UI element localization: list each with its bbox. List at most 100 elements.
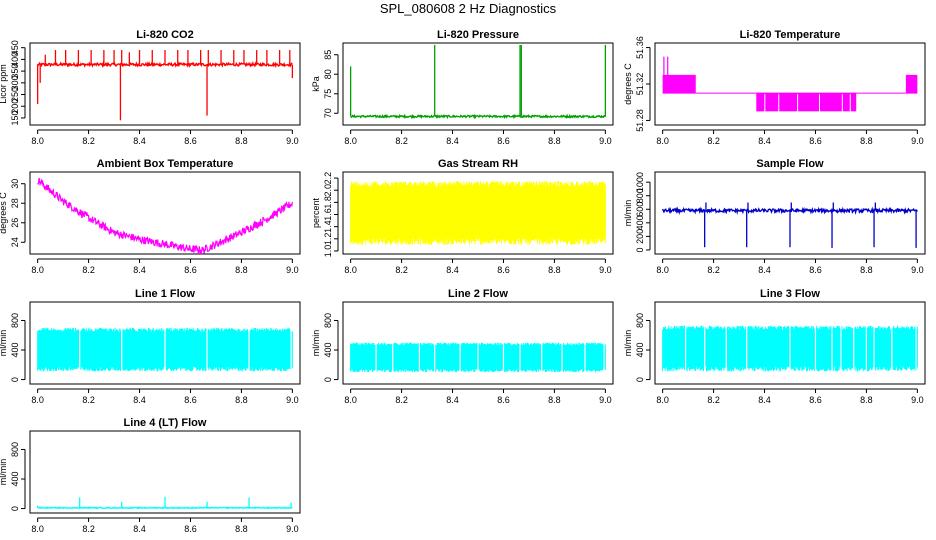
x-tick-label: 8.8 — [235, 524, 248, 534]
x-tick-label: 8.4 — [446, 395, 459, 405]
x-tick-label: 8.4 — [133, 524, 146, 534]
panel-title-pressure: Li-820 Pressure — [437, 29, 519, 41]
figure-title: SPL_080608 2 Hz Diagnostics — [380, 1, 557, 16]
panel-line3: Line 3 Flow 8.0 8.2 8.4 8.6 8.8 9.0 0 400 800ml/m… — [623, 288, 926, 405]
x-tick-label: 9.0 — [599, 395, 612, 405]
panel-line4: Line 4 (LT) Flow 8.0 8.2 8.4 8.6 8.8 9.0 0 400 80… — [0, 417, 301, 534]
y-tick-label: 800 — [635, 188, 645, 203]
y-axis-label-sampleflow: ml/min — [623, 200, 633, 227]
y-tick-label: 800 — [10, 442, 20, 457]
plot-frame-co2 — [29, 42, 301, 126]
y-tick-label: 0 — [10, 506, 20, 511]
data-line — [37, 177, 293, 256]
y-tick-label: 51.32 — [635, 73, 645, 96]
x-tick-label: 8.8 — [860, 136, 873, 146]
y-axis-label-pressure: kPa — [311, 76, 321, 92]
x-tick-label: 8.4 — [758, 136, 771, 146]
data-high-band — [905, 74, 918, 94]
x-tick-label: 9.0 — [286, 395, 299, 405]
x-tick-label: 8.2 — [82, 524, 95, 534]
x-tick-label: 8.2 — [707, 265, 720, 275]
series-line2 — [350, 342, 606, 373]
x-tick-label: 9.0 — [911, 265, 924, 275]
panel-pressure: Li-820 Pressure 8.0 8.2 8.4 8.6 8.8 9.0 70 75 80 8… — [311, 29, 614, 146]
series-line4 — [36, 496, 293, 510]
plot-frame-ambient — [29, 171, 301, 255]
y-tick-label: 350 — [10, 64, 20, 79]
x-tick-label: 8.0 — [31, 265, 44, 275]
y-tick-label: 800 — [635, 313, 645, 328]
x-tick-label: 8.6 — [809, 265, 822, 275]
y-tick-label: 300 — [10, 75, 20, 90]
x-tick-label: 8.0 — [344, 395, 357, 405]
y-tick-label: 0 — [10, 377, 20, 382]
panel-li820temp: Li-820 Temperature 8.0 8.2 8.4 8.6 8.8 9.0 51.2… — [623, 29, 926, 146]
y-tick-label: 1.8 — [323, 196, 333, 209]
x-tick-label: 8.6 — [184, 265, 197, 275]
y-tick-label: 80 — [323, 69, 333, 79]
y-tick-label: 400 — [635, 343, 645, 358]
x-tick-label: 8.6 — [184, 524, 197, 534]
plot-frame-rh — [342, 171, 614, 255]
data-line — [350, 113, 606, 120]
data-band — [350, 342, 606, 373]
x-tick-label: 8.4 — [446, 265, 459, 275]
y-tick-label: 2.0 — [323, 184, 333, 197]
plot-frame-li820temp — [654, 42, 926, 126]
x-tick-label: 9.0 — [599, 136, 612, 146]
x-tick-label: 8.2 — [395, 395, 408, 405]
plot-frame-line1 — [29, 301, 301, 385]
y-axis-label-line2: ml/min — [311, 330, 321, 357]
panel-ambient: Ambient Box Temperature 8.0 8.2 8.4 8.6 8.8 9.… — [0, 158, 301, 275]
x-tick-label: 9.0 — [286, 265, 299, 275]
x-tick-label: 8.4 — [133, 265, 146, 275]
y-tick-label: 1.6 — [323, 208, 333, 221]
y-tick-label: 0 — [323, 377, 333, 382]
plot-frame-line3 — [654, 301, 926, 385]
x-tick-label: 8.2 — [707, 136, 720, 146]
y-tick-label: 0 — [635, 377, 645, 382]
panel-sampleflow: Sample Flow 8.0 8.2 8.4 8.6 8.8 9.0 0 2004006008… — [623, 158, 926, 275]
y-tick-label: 70 — [323, 108, 333, 118]
y-tick-label: 75 — [323, 89, 333, 99]
x-tick-label: 8.0 — [31, 136, 44, 146]
series-co2 — [36, 50, 294, 121]
data-low-band — [756, 93, 857, 112]
series-ambient — [37, 177, 293, 256]
y-tick-label: 1.2 — [323, 233, 333, 246]
y-tick-label: 30 — [10, 179, 20, 189]
data-band — [662, 325, 918, 372]
plot-frame-sampleflow — [654, 171, 926, 255]
panel-title-sampleflow: Sample Flow — [756, 158, 824, 170]
x-tick-label: 8.6 — [497, 265, 510, 275]
x-tick-label: 8.8 — [235, 136, 248, 146]
x-tick-label: 8.0 — [656, 136, 669, 146]
y-tick-label: 150 — [10, 110, 20, 125]
panel-title-ambient: Ambient Box Temperature — [97, 158, 234, 170]
panel-title-co2: Li-820 CO2 — [136, 29, 193, 41]
x-tick-label: 8.8 — [548, 395, 561, 405]
y-tick-label: 1.0 — [323, 245, 333, 258]
x-tick-label: 8.8 — [548, 136, 561, 146]
y-tick-label: 400 — [323, 343, 333, 358]
x-tick-label: 8.6 — [809, 136, 822, 146]
y-tick-label: 200 — [10, 99, 20, 114]
y-tick-label: 2.2 — [323, 172, 333, 185]
y-tick-label: 450 — [10, 40, 20, 55]
series-rh — [350, 181, 606, 245]
series-line1 — [37, 327, 293, 372]
y-axis-label-line4: ml/min — [0, 459, 8, 486]
x-tick-label: 8.6 — [809, 395, 822, 405]
panel-title-line2: Line 2 Flow — [448, 288, 508, 300]
x-tick-label: 9.0 — [911, 136, 924, 146]
x-tick-label: 8.0 — [31, 395, 44, 405]
panel-title-line4: Line 4 (LT) Flow — [124, 417, 207, 429]
x-tick-label: 8.0 — [31, 524, 44, 534]
panel-title-line1: Line 1 Flow — [135, 288, 195, 300]
x-tick-label: 8.6 — [184, 395, 197, 405]
y-tick-label: 0 — [635, 247, 645, 252]
x-tick-label: 8.4 — [133, 395, 146, 405]
y-tick-label: 800 — [323, 313, 333, 328]
y-axis-label-line3: ml/min — [623, 330, 633, 357]
